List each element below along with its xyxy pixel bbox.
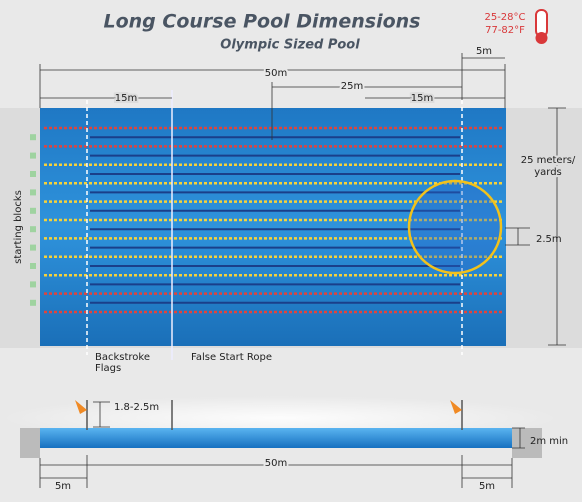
dimensions (39, 53, 566, 346)
half-length: 25m (341, 81, 363, 92)
width: 25 meters/ (521, 155, 576, 166)
lane-width: 2.5m (536, 234, 562, 245)
side-deck (20, 428, 40, 458)
subtitle: Olympic Sized Pool (220, 38, 360, 53)
starting-block (30, 244, 36, 251)
starting-block (30, 226, 36, 233)
starting-block (30, 189, 36, 196)
depth: 2m min (530, 436, 568, 447)
side-deck (512, 428, 542, 458)
rope-distance-right: 15m (411, 93, 433, 104)
title: Long Course Pool Dimensions (104, 11, 421, 33)
lanes (30, 126, 502, 314)
backstroke-flags-label: Backstroke (95, 352, 150, 363)
starting-block (30, 263, 36, 269)
starting-block (30, 281, 36, 288)
starting-blocks-label: starting blocks (13, 190, 24, 264)
side-length: 50m (265, 458, 287, 469)
flag-distance: 5m (476, 46, 492, 57)
length: 50m (265, 68, 287, 79)
starting-block (30, 207, 36, 214)
width: yards (534, 167, 562, 178)
side-flag-left: 5m (55, 481, 71, 492)
starting-block (30, 171, 36, 177)
rope-height: 1.8-2.5m (114, 402, 159, 413)
starting-block (30, 134, 36, 141)
pool-side (40, 428, 512, 448)
rope-distance-left: 15m (115, 93, 137, 104)
thermometer-icon (535, 9, 548, 44)
side-markers (39, 400, 525, 488)
false-start-label: False Start Rope (191, 352, 272, 363)
temp-f: 77-82°F (485, 25, 525, 36)
backstroke-flags-label: Flags (95, 363, 121, 374)
starting-block (30, 152, 36, 159)
magnifier (407, 179, 503, 275)
temp-c: 25-28°C (484, 12, 525, 23)
starting-block (30, 299, 36, 306)
side-flag-right: 5m (479, 481, 495, 492)
pool-top (40, 108, 506, 346)
